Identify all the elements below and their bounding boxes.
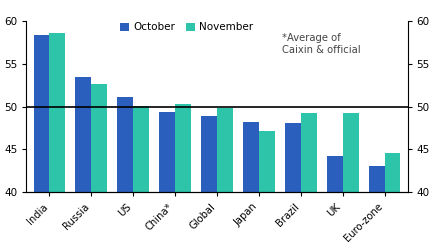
Legend: October, November: October, November — [120, 22, 253, 32]
Bar — [285, 123, 301, 192]
Bar — [368, 166, 385, 192]
Bar — [243, 122, 259, 192]
Bar — [342, 113, 358, 192]
Bar — [76, 77, 92, 192]
Bar — [175, 104, 191, 192]
Bar — [133, 106, 149, 192]
Bar — [33, 35, 49, 192]
Bar — [301, 113, 317, 192]
Bar — [217, 108, 233, 192]
Bar — [49, 33, 66, 192]
Bar — [327, 156, 342, 192]
Bar — [201, 116, 217, 192]
Bar — [385, 153, 401, 192]
Bar — [159, 112, 175, 192]
Bar — [259, 131, 275, 192]
Text: *Average of
Caixin & official: *Average of Caixin & official — [282, 33, 361, 55]
Bar — [117, 97, 133, 192]
Bar — [92, 84, 107, 192]
